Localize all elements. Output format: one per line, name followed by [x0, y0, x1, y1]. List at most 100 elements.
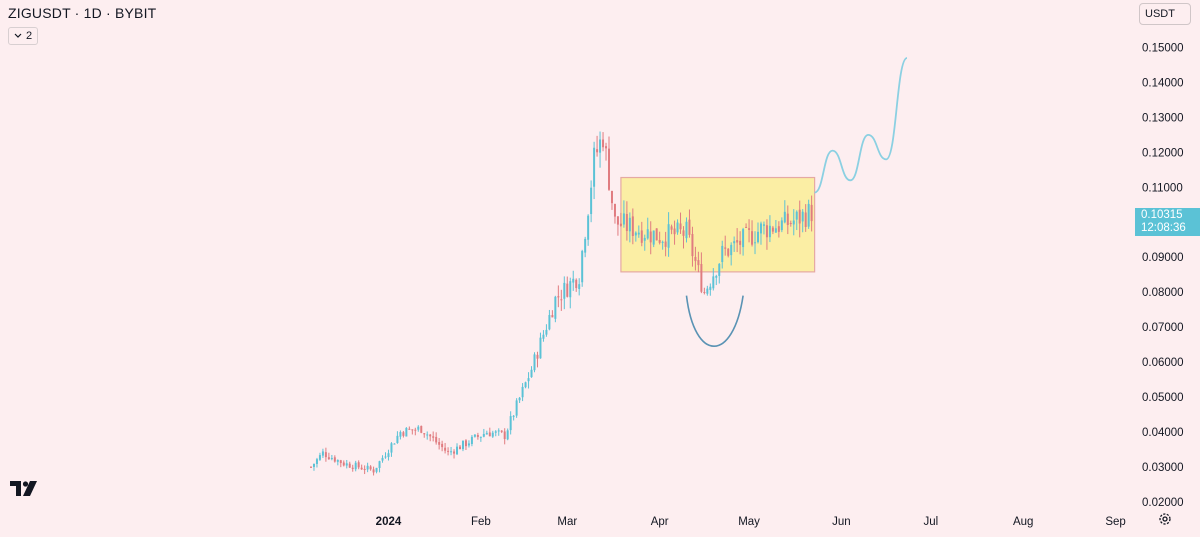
x-tick-label: Mar	[557, 516, 577, 528]
candle-body	[485, 432, 488, 435]
candle	[777, 221, 780, 238]
candle	[792, 209, 795, 236]
last-price-tag: 0.10315 12:08:36	[1135, 208, 1200, 236]
x-tick-label: Feb	[471, 516, 491, 528]
projection-path-drawing[interactable]	[814, 57, 908, 194]
candle-body	[688, 219, 691, 235]
candle	[682, 226, 685, 249]
candle	[685, 217, 688, 243]
candle-body	[748, 228, 751, 230]
candle	[429, 433, 432, 442]
cup-curve-drawing[interactable]	[685, 295, 744, 348]
candle	[655, 228, 658, 241]
candle	[381, 455, 384, 463]
candle	[560, 289, 563, 311]
candle	[634, 231, 637, 242]
candle	[473, 434, 476, 438]
candle-body	[712, 276, 715, 289]
candle-body	[765, 225, 768, 238]
candle	[545, 324, 548, 337]
candle-body	[715, 275, 718, 278]
candle-body	[786, 213, 789, 225]
candle-body	[524, 382, 527, 388]
candle	[435, 432, 438, 445]
candle-body	[476, 435, 479, 437]
candle	[405, 427, 408, 437]
candle-body	[441, 443, 444, 448]
candle	[548, 309, 551, 331]
candle-body	[602, 139, 605, 148]
candle	[336, 459, 339, 466]
candle	[447, 447, 450, 456]
candle	[801, 209, 804, 233]
candle	[423, 433, 426, 438]
candle-body	[533, 354, 536, 371]
candle-body	[599, 139, 602, 153]
candle	[402, 430, 405, 438]
candle	[587, 214, 590, 246]
gear-icon[interactable]	[1158, 512, 1172, 531]
candle	[751, 220, 754, 247]
candle	[703, 287, 706, 295]
candle	[497, 428, 500, 436]
candle-body	[807, 203, 810, 227]
candle-body	[402, 432, 405, 436]
candle-body	[575, 279, 578, 289]
candle-body	[464, 440, 467, 447]
candle	[804, 204, 807, 232]
candle-body	[783, 211, 786, 223]
tradingview-logo-icon[interactable]	[10, 481, 38, 501]
candle	[759, 221, 762, 245]
x-tick-label: Aug	[1013, 516, 1033, 528]
candle	[733, 236, 736, 252]
candle	[441, 440, 444, 452]
candle-body	[655, 228, 658, 241]
candle	[324, 447, 327, 462]
candle-body	[608, 148, 610, 190]
candle	[366, 462, 369, 473]
candle	[426, 431, 429, 440]
candle-body	[342, 462, 345, 466]
candle-body	[566, 283, 569, 297]
candle-body	[789, 223, 792, 225]
candle-body	[777, 226, 780, 232]
candle-body	[360, 467, 363, 470]
candle-body	[673, 228, 676, 235]
bar-countdown: 12:08:36	[1141, 222, 1186, 234]
candle-body	[542, 334, 545, 339]
candle	[515, 398, 518, 418]
candle	[691, 226, 694, 267]
candle	[360, 464, 363, 470]
currency-selector[interactable]: USDT	[1139, 3, 1191, 25]
candle	[569, 277, 572, 309]
candle-body	[676, 222, 679, 233]
candle	[494, 430, 497, 437]
candle-body	[661, 241, 664, 243]
candle	[369, 465, 372, 471]
candle-body	[473, 434, 476, 437]
candle-body	[420, 425, 423, 433]
candle-body	[754, 242, 757, 244]
candle	[411, 429, 414, 435]
candle	[357, 460, 360, 470]
candle-body	[706, 288, 709, 294]
candle	[375, 467, 378, 474]
chevron-down-icon	[14, 33, 22, 38]
candle	[774, 220, 777, 233]
x-tick-label: May	[738, 516, 760, 528]
candle	[438, 438, 441, 450]
candle-body	[438, 442, 441, 445]
indicators-collapse-button[interactable]: 2	[8, 27, 38, 45]
x-tick-label: Sep	[1105, 516, 1125, 528]
candle	[333, 455, 336, 463]
candle-body	[453, 451, 456, 454]
candle-body	[396, 435, 399, 444]
consolidation-range-box[interactable]	[620, 176, 816, 273]
y-tick-label: 0.03000	[1142, 462, 1184, 474]
candle	[646, 217, 649, 240]
candle-body	[509, 416, 512, 431]
candle-body	[384, 456, 387, 458]
candle-body	[649, 231, 652, 243]
